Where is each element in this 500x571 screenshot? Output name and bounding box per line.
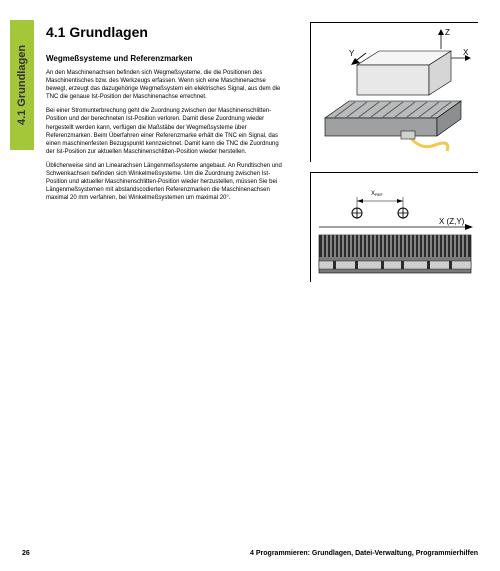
section-title: Wegmeßsysteme und Referenzmarken	[46, 54, 284, 63]
side-tab: 4.1 Grundlagen	[10, 20, 34, 150]
linear-scale-svg: X REF X (Z,Y)	[311, 173, 479, 283]
content-column: 4.1 Grundlagen Wegmeßsysteme und Referen…	[46, 24, 284, 208]
footer: 26 4 Programmieren: Grundlagen, Datei-Ve…	[22, 550, 478, 557]
paragraph-3: Üblicherweise sind an Linearachsen Länge…	[46, 162, 284, 202]
y-label: Y	[349, 49, 355, 58]
figures-column: Z X Y	[310, 22, 478, 292]
z-label: Z	[445, 28, 450, 37]
figure-machine-table: Z X Y	[310, 22, 478, 162]
side-tab-label: 4.1 Grundlagen	[16, 45, 28, 125]
axis-label: X (Z,Y)	[439, 217, 465, 226]
svg-text:REF: REF	[375, 192, 384, 197]
figure-linear-scale: X REF X (Z,Y)	[310, 172, 478, 282]
x-label: X	[463, 48, 469, 57]
chapter-title: 4.1 Grundlagen	[46, 24, 284, 40]
grating	[319, 235, 471, 257]
page-number: 26	[22, 550, 30, 557]
paragraph-2: Bei einer Stromunterbrechung geht die Zu…	[46, 107, 284, 156]
page: 4.1 Grundlagen 4.1 Grundlagen Wegmeßsyst…	[0, 0, 500, 571]
footer-line: 4 Programmieren: Grundlagen, Datei-Verwa…	[250, 550, 478, 557]
machine-table-svg: Z X Y	[311, 23, 479, 163]
paragraph-1: An den Maschinenachsen befinden sich Weg…	[46, 69, 284, 101]
